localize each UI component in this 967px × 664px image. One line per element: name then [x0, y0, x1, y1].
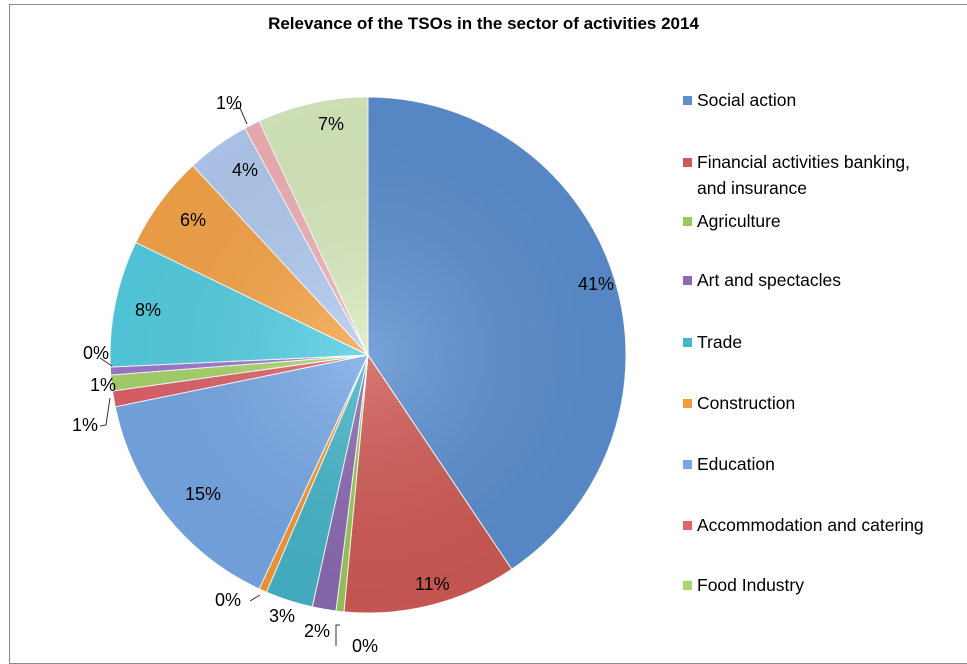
leader-line [249, 594, 261, 602]
legend-label: Education [697, 454, 775, 474]
legend-label: Agriculture [697, 211, 781, 231]
legend-label: Art and spectacles [697, 270, 841, 290]
slice-percent-label: 41% [578, 274, 614, 294]
legend-swatch [683, 581, 692, 590]
legend-swatch [683, 399, 692, 408]
pie-shading [110, 97, 626, 613]
leader-line [99, 357, 113, 367]
slice-percent-label: 11% [415, 574, 450, 594]
slice-percent-label: 15% [185, 484, 221, 504]
slice-percent-label: 6% [180, 210, 206, 230]
legend-swatch [683, 338, 692, 347]
legend-swatch [683, 96, 692, 105]
legend-label: Financial activities banking, [697, 152, 911, 172]
slice-percent-label: 1% [90, 375, 116, 395]
legend-label: Accommodation and catering [697, 515, 924, 535]
chart-title: Relevance of the TSOs in the sector of a… [268, 14, 699, 33]
slice-percent-label: 1% [72, 415, 98, 435]
leader-line [232, 107, 248, 125]
legend-swatch [683, 158, 692, 167]
legend-swatch [683, 276, 692, 285]
slice-percent-label: 8% [135, 300, 161, 320]
slice-percent-label: 4% [232, 160, 258, 180]
leader-line [99, 397, 111, 427]
legend-label-line2: and insurance [697, 178, 807, 198]
slice-percent-label: 0% [215, 590, 241, 610]
legend-label: Trade [697, 332, 743, 352]
slice-percent-label: 0% [83, 343, 109, 363]
slice-percent-label: 2% [304, 621, 330, 641]
legend-label: Social action [697, 90, 797, 110]
slice-percent-label: 7% [318, 114, 344, 134]
slice-percent-label: 3% [269, 606, 295, 626]
legend-label: Construction [697, 393, 796, 413]
slice-percent-label: 1% [216, 93, 242, 113]
legend-swatch [683, 460, 692, 469]
leader-line [335, 624, 340, 646]
legend-label: Food Industry [697, 575, 804, 595]
slice-percent-label: 0% [352, 636, 378, 656]
legend-swatch [683, 521, 692, 530]
legend-swatch [683, 217, 692, 226]
